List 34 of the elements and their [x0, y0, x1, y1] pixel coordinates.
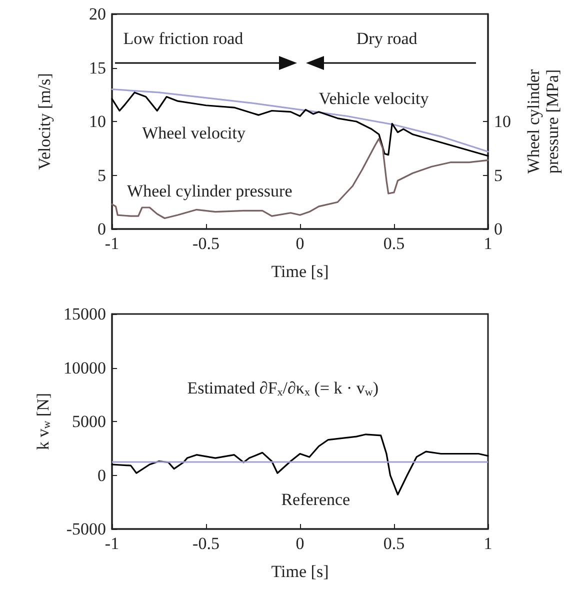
series-label: Wheel cylinder pressure: [127, 181, 292, 200]
y-axis-title: k vw [N]: [34, 392, 54, 450]
ref-line-label: Reference: [281, 490, 350, 510]
y2-tick-label: 0: [494, 220, 502, 238]
annotation: Dry road: [356, 28, 418, 48]
y2-tick-label: 5: [494, 166, 502, 185]
x-tick-label: -1: [104, 534, 120, 553]
y-axis-title: Velocity [m/s]: [35, 73, 54, 170]
x-tick-label: 1: [484, 234, 492, 253]
y-tick-label: -5000: [66, 520, 106, 538]
series-label: Wheel velocity: [142, 123, 246, 142]
x-tick-label: 0.5: [383, 234, 405, 253]
x-tick-label: 0.5: [383, 534, 405, 553]
x-tick-label: 1: [484, 534, 492, 553]
y-tick-label: 15000: [64, 304, 106, 324]
y-tick-label: 10000: [64, 358, 106, 378]
series-label: Vehicle velocity: [318, 89, 430, 108]
x-axis-title: Time [s]: [271, 562, 329, 581]
x-tick-label: -1: [104, 234, 120, 253]
y-tick-label: 5: [98, 166, 106, 185]
y2-axis-title: Wheel cylinder pressure [MPa]: [524, 69, 562, 174]
y-tick-label: 15: [89, 58, 106, 78]
y-tick-label: 0: [98, 220, 106, 238]
x-tick-label: -0.5: [192, 534, 220, 553]
x-tick-label: 0: [296, 234, 304, 253]
x-tick-label: -0.5: [192, 234, 220, 253]
y-tick-label: 20: [89, 4, 106, 24]
x-tick-label: 0: [296, 534, 304, 553]
x-axis-title: Time [s]: [271, 262, 329, 281]
y-tick-label: 10: [89, 112, 106, 131]
y-tick-label: 5000: [72, 412, 106, 431]
y-tick-label: 0: [98, 466, 106, 485]
y2-tick-label: 10: [494, 112, 511, 131]
annotation: Low friction road: [123, 28, 244, 48]
